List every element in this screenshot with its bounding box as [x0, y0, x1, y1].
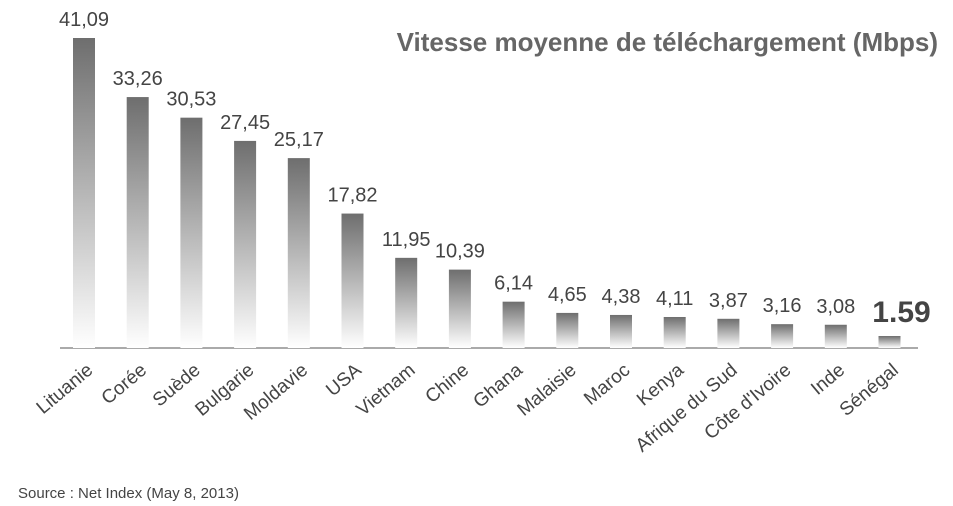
bar	[824, 324, 847, 348]
bar	[878, 336, 901, 348]
bar	[448, 269, 471, 348]
bar	[126, 97, 149, 348]
bar	[717, 318, 740, 348]
bar	[73, 38, 95, 348]
bar	[395, 257, 418, 348]
bar	[341, 213, 364, 348]
bar	[610, 314, 632, 348]
x-tick-label: Inde	[807, 360, 849, 400]
value-label: 25,17	[274, 129, 324, 151]
value-label: 10,39	[435, 241, 485, 263]
x-tick-label: Chine	[422, 360, 474, 408]
value-label: 33,26	[113, 68, 163, 90]
x-tick-label: Sénégal	[836, 360, 903, 421]
value-label: 3,16	[763, 295, 802, 317]
value-label: 4,38	[602, 286, 641, 308]
value-label: 27,45	[220, 112, 270, 134]
source-note: Source : Net Index (May 8, 2013)	[18, 485, 239, 502]
value-label: 3,87	[709, 290, 748, 312]
value-label: 3,08	[816, 296, 855, 318]
bar	[180, 117, 203, 348]
x-tick-label: Maroc	[580, 360, 634, 410]
bar	[556, 312, 579, 348]
bar	[287, 158, 310, 348]
bar	[771, 324, 794, 348]
bar	[502, 301, 525, 348]
chart-title: Vitesse moyenne de téléchargement (Mbps)	[397, 27, 938, 57]
value-label: 4,11	[656, 288, 693, 310]
value-label: 41,09	[59, 9, 109, 31]
bar	[234, 140, 257, 348]
value-label: 4,65	[548, 284, 587, 306]
value-label: 1.59	[872, 296, 930, 329]
x-tick-label: USA	[322, 360, 366, 401]
bar	[663, 316, 686, 348]
value-label: 6,14	[494, 273, 533, 295]
value-label: 11,95	[382, 229, 431, 251]
x-tick-label: Lituanie	[33, 360, 97, 419]
x-tick-label: Corée	[98, 360, 151, 409]
x-tick-label: Malaisie	[514, 360, 581, 421]
x-tick-label: Vietnam	[353, 360, 420, 421]
value-label: 17,82	[327, 185, 377, 207]
value-label: 30,53	[166, 89, 216, 111]
